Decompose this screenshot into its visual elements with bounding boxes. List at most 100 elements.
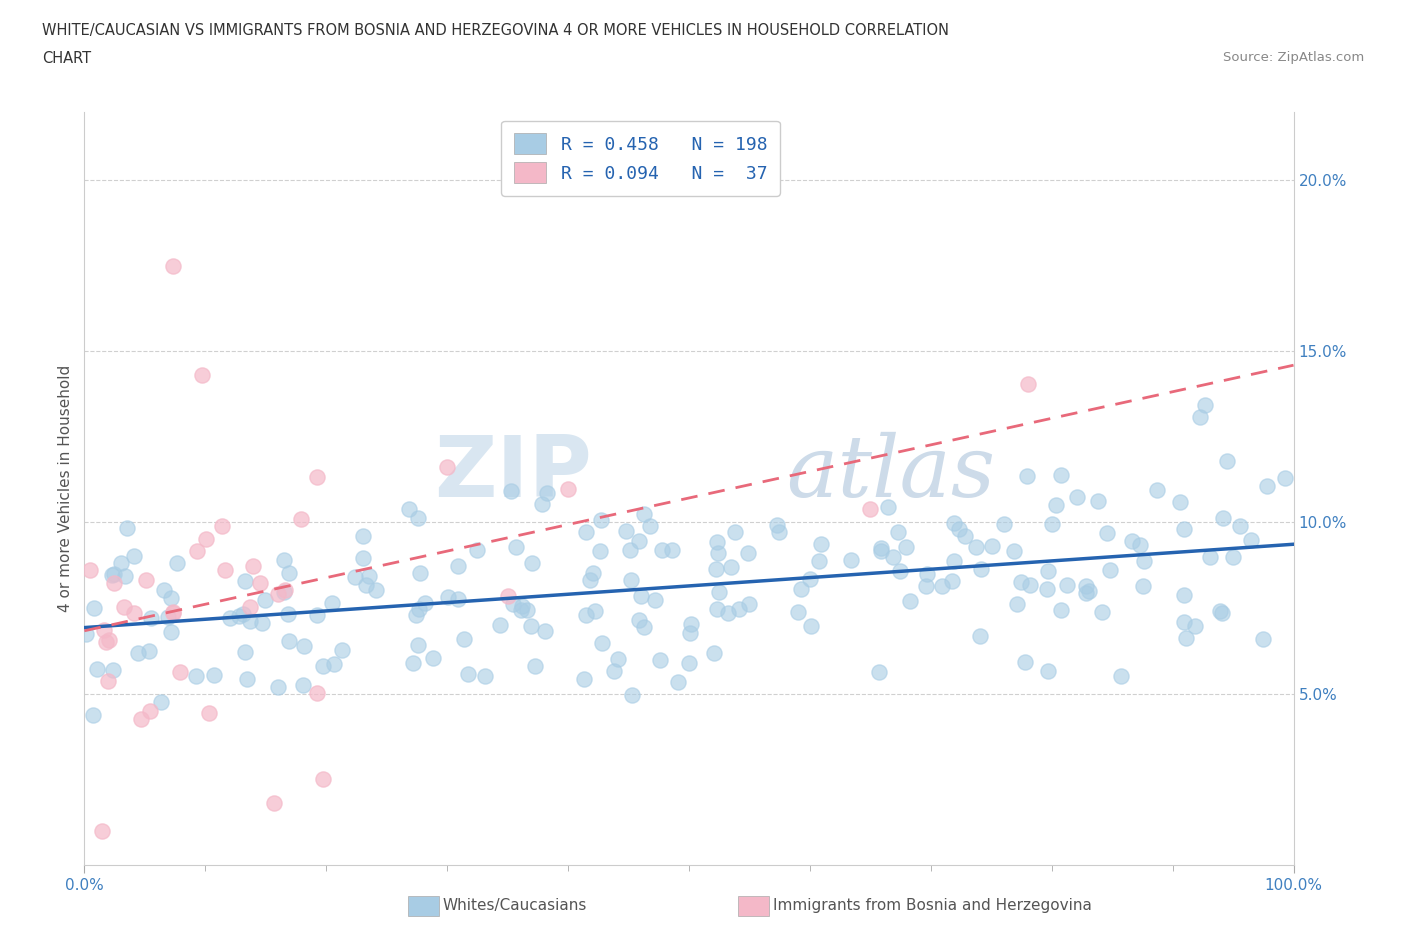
Point <box>619 542 641 557</box>
Point <box>312 772 335 787</box>
Point <box>408 565 430 580</box>
Text: Source: ZipAtlas.com: Source: ZipAtlas.com <box>1223 51 1364 64</box>
Point <box>162 605 184 620</box>
Point <box>706 601 728 616</box>
Point <box>841 552 863 567</box>
Point <box>263 796 285 811</box>
Point <box>242 559 264 574</box>
Point <box>509 603 531 618</box>
Point <box>530 497 553 512</box>
Point <box>312 658 335 673</box>
Point <box>453 631 475 646</box>
Point <box>627 613 650 628</box>
Point <box>277 606 299 621</box>
Point <box>679 626 702 641</box>
Point <box>882 550 904 565</box>
Point <box>1199 549 1222 564</box>
Point <box>352 528 374 543</box>
Point <box>1240 533 1263 548</box>
Point <box>620 572 643 587</box>
Point <box>254 592 277 607</box>
Point <box>82 708 104 723</box>
Point <box>273 552 295 567</box>
Point <box>103 662 125 677</box>
Point <box>1077 584 1099 599</box>
Text: Whites/Caucasians: Whites/Caucasians <box>443 898 588 913</box>
Point <box>202 667 225 682</box>
Point <box>135 573 157 588</box>
Point <box>1173 588 1195 603</box>
Point <box>505 539 527 554</box>
Point <box>160 591 183 605</box>
Point <box>868 664 890 679</box>
Point <box>239 599 262 614</box>
Point <box>405 607 427 622</box>
Point <box>1095 526 1118 541</box>
Point <box>1017 469 1039 484</box>
Point <box>738 596 761 611</box>
Point <box>510 598 533 613</box>
Point <box>474 669 496 684</box>
Point <box>877 499 900 514</box>
Point <box>1173 614 1195 629</box>
Point <box>1074 578 1097 593</box>
Point <box>523 658 546 673</box>
Point <box>728 602 751 617</box>
Point <box>870 543 893 558</box>
Point <box>980 538 1002 553</box>
Point <box>703 646 725 661</box>
Point <box>620 687 643 702</box>
Point <box>572 671 595 686</box>
Point <box>706 535 728 550</box>
Point <box>228 608 250 623</box>
Point <box>344 569 367 584</box>
Point <box>1256 479 1278 494</box>
Point <box>366 583 388 598</box>
Point <box>931 578 953 593</box>
Point <box>408 602 430 617</box>
Text: Immigrants from Bosnia and Herzegovina: Immigrants from Bosnia and Herzegovina <box>773 898 1092 913</box>
Point <box>112 600 135 615</box>
Point <box>644 592 666 607</box>
Point <box>166 556 188 571</box>
Point <box>894 539 917 554</box>
Point <box>127 645 149 660</box>
Point <box>236 671 259 686</box>
Point <box>79 563 101 578</box>
Point <box>704 562 727 577</box>
Point <box>970 562 993 577</box>
Point <box>969 629 991 644</box>
Point <box>810 537 832 551</box>
Point <box>516 603 538 618</box>
Point <box>1036 582 1059 597</box>
Point <box>1274 471 1296 485</box>
Point <box>583 603 606 618</box>
Point <box>943 553 966 568</box>
Point <box>1099 563 1122 578</box>
Point <box>1050 468 1073 483</box>
Point <box>1074 586 1097 601</box>
Point <box>678 656 700 671</box>
Point <box>103 566 125 581</box>
Point <box>1017 376 1039 391</box>
Point <box>1209 604 1232 619</box>
Point <box>1066 489 1088 504</box>
Point <box>575 608 598 623</box>
Point <box>198 706 221 721</box>
Point <box>536 485 558 500</box>
Point <box>886 525 908 539</box>
Point <box>402 656 425 671</box>
Y-axis label: 4 or more Vehicles in Household: 4 or more Vehicles in Household <box>58 365 73 612</box>
Point <box>249 576 271 591</box>
Point <box>915 566 938 581</box>
Point <box>651 542 673 557</box>
Point <box>915 578 938 593</box>
Point <box>765 517 787 532</box>
Point <box>496 588 519 603</box>
Point <box>1010 575 1032 590</box>
Point <box>1019 578 1042 593</box>
Point <box>153 582 176 597</box>
Point <box>352 551 374 565</box>
Point <box>1036 664 1059 679</box>
Point <box>1184 618 1206 633</box>
